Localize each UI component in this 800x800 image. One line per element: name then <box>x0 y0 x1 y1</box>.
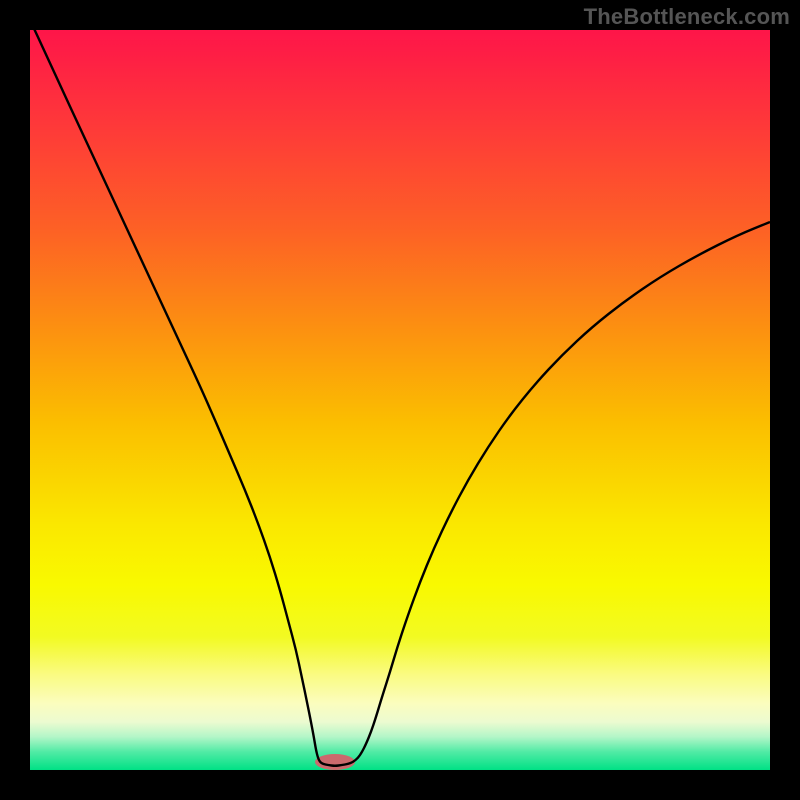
bottleneck-chart: TheBottleneck.com <box>0 0 800 800</box>
chart-svg <box>0 0 800 800</box>
watermark-text: TheBottleneck.com <box>584 4 790 30</box>
chart-background <box>30 30 770 770</box>
